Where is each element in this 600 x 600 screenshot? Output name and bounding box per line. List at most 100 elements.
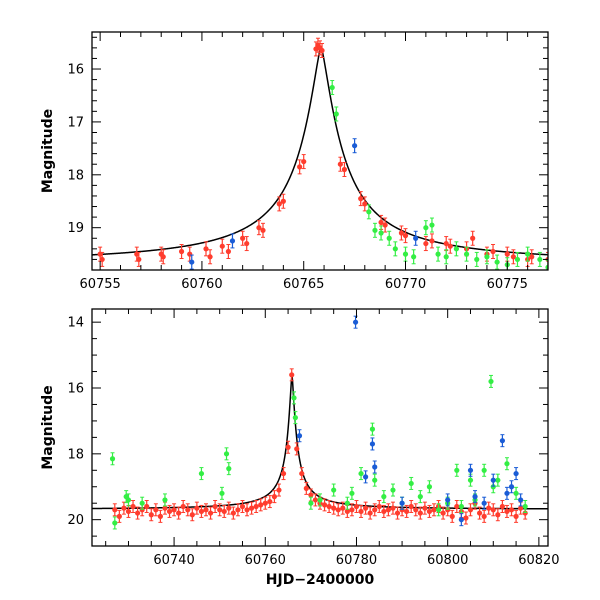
y-axis-label: Magnitude [40,109,56,193]
data-point [426,504,433,518]
model-curve [92,374,548,510]
data-point [185,503,191,517]
x-tick-label: 60740 [153,553,194,568]
x-tick-label: 60775 [487,277,528,292]
data-series [296,315,524,527]
data-point [239,500,246,513]
x-tick-label: 60770 [385,277,426,292]
data-point [99,251,105,267]
data-point [221,504,227,518]
x-tick-label: 60800 [427,553,468,568]
data-point [217,503,223,517]
data-point [411,249,417,265]
data-point [292,411,298,425]
data-point [504,457,510,471]
data-point [317,40,323,56]
data-point [458,513,464,527]
data-point [447,238,453,254]
data-point [303,481,309,495]
data-point [280,193,286,209]
data-point [225,243,231,259]
data-series [109,374,528,530]
data-point [431,503,437,517]
model-curve [92,46,548,256]
data-point [474,251,480,267]
data-point [180,500,186,513]
data-point [513,509,519,523]
data-point [244,503,250,517]
data-point [178,243,185,259]
data-point [413,230,419,246]
data-point [399,496,405,510]
data-point [267,495,273,509]
data-point [378,225,384,241]
data-point [467,463,474,477]
data-point [417,506,423,520]
y-tick-label: 14 [67,316,84,331]
y-tick-label: 18 [67,447,84,462]
data-point [153,503,159,517]
data-point [157,509,163,523]
data-point [352,138,358,154]
data-point [490,243,496,259]
data-point [139,496,145,510]
y-tick-label: 20 [67,513,84,528]
data-point [499,434,505,448]
data-point [344,496,350,510]
data-point [529,249,535,265]
data-point [219,486,225,500]
data-point [219,238,225,254]
x-tick-label: 60760 [245,553,286,568]
data-point [490,473,496,487]
data-point [135,506,141,520]
data-point [385,503,391,517]
x-tick-label: 60780 [336,553,377,568]
data-point [404,504,410,518]
data-point [495,508,501,522]
data-point [402,246,409,262]
data-point [458,500,464,513]
data-point [326,500,332,513]
data-point [363,470,369,484]
data-point [226,462,232,476]
data-point [445,493,451,507]
data-point [358,467,364,481]
y-axis-label: Magnitude [40,385,56,469]
data-point [369,437,376,451]
data-point [112,516,118,530]
data-point [398,225,405,241]
data-point [189,254,195,270]
data-point [166,504,173,518]
data-point [386,230,392,246]
y-tick-label: 16 [67,382,84,397]
data-point [513,486,519,500]
data-point [372,222,378,238]
data-point [198,504,205,518]
data-point [294,442,300,456]
data-point [504,504,510,518]
data-point [518,493,524,507]
data-point [435,503,442,517]
data-point [262,496,268,510]
data-series [189,138,419,270]
data-point [321,498,328,512]
data-point [315,37,321,53]
data-point [308,496,314,510]
data-point [490,503,496,517]
data-point [467,503,474,517]
x-tick-label: 60820 [518,553,559,568]
data-point [136,251,142,267]
data-point [454,463,460,477]
data-point [362,196,368,212]
data-series [329,80,548,270]
data-point [477,506,483,520]
data-point [537,251,543,267]
data-point [508,503,515,517]
data-point [280,467,287,481]
data-point [372,503,378,517]
data-point [116,509,122,523]
top-panel: 60755 60760 60765 60770 60775 16 17 18 19 Magnitu… [40,31,549,292]
data-point [112,503,118,517]
data-series [97,37,548,267]
data-point [256,220,262,236]
